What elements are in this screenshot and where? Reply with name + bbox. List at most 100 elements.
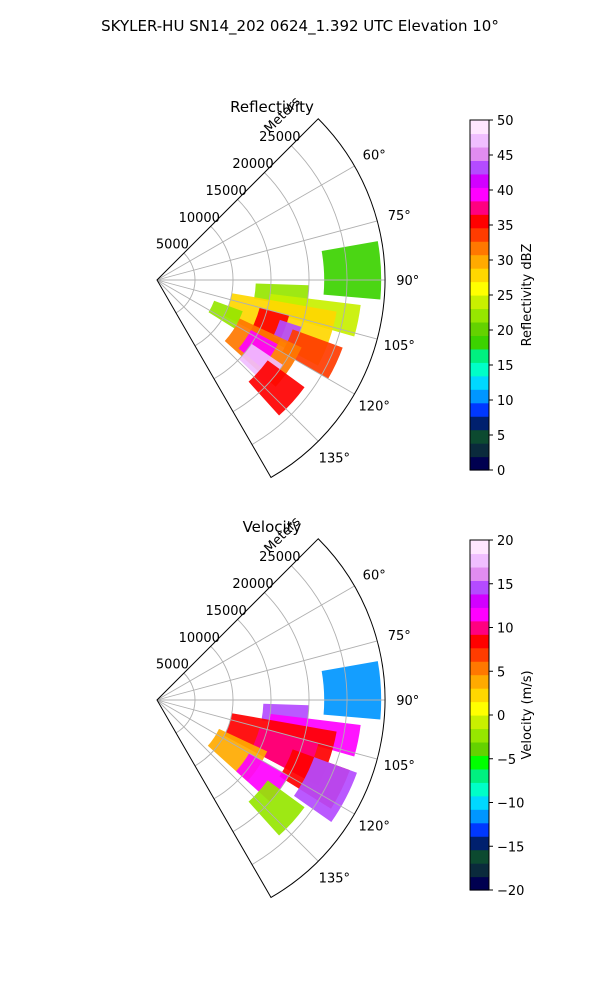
velocity-colorbar-tick-label: 15 [497,578,514,593]
velocity-colorbar-swatch [470,755,489,770]
velocity-colorbar-tick-label: 5 [497,665,505,680]
velocity-colorbar-tick-label: 20 [497,534,514,549]
velocity-colorbar-tick-label: 0 [497,709,505,724]
velocity-radial-tick-label: 5000 [156,658,189,673]
velocity-colorbar-swatch [470,728,489,743]
velocity-azimuth-tick-labels: 60° 75° 90° 105° 120° 135° [319,569,420,887]
reflectivity-colorbar-swatch [470,227,489,242]
reflectivity-azimuth-gridline-0 [156,165,355,281]
velocity-colorbar-swatch [470,863,489,878]
velocity-colorbar-tick-label: 10 [497,622,514,637]
reflectivity-colorbar-tick-label: 25 [497,289,514,304]
reflectivity-colorbar-swatch [470,456,489,471]
velocity-colorbar-swatch [470,701,489,716]
velocity-colorbar-swatch [470,553,489,568]
velocity-azimuth-tick-label: 105° [384,759,415,774]
reflectivity-colorbar-swatch [470,389,489,404]
velocity-colorbar-label: Velocity (m/s) [520,670,535,759]
velocity-azimuth-gridline-1 [156,640,378,701]
reflectivity-colorbar-swatch [470,281,489,296]
velocity-colorbar-swatch [470,661,489,676]
velocity-echoes [207,661,382,836]
reflectivity-azimuth-gridline-1 [156,220,378,281]
reflectivity-colorbar-swatch [470,429,489,444]
velocity-range-ring-0 [175,672,196,734]
reflectivity-colorbar-tick-label: 45 [497,149,514,164]
reflectivity-range-ring-1 [194,225,234,347]
velocity-azimuth-gridline-3 [156,699,378,760]
figure-title: SKYLER-HU SN14_202 0624_1.392 UTC Elevat… [101,17,499,36]
reflectivity-echoes [208,241,382,416]
velocity-colorbar-swatch [470,674,489,689]
velocity-range-ring-4 [251,565,348,865]
reflectivity-panel: Reflectivity 5000 10000 15000 20000 25000 60… [156,94,535,479]
reflectivity-colorbar-swatch [470,133,489,148]
reflectivity-colorbar-swatch [470,146,489,161]
reflectivity-colorbar-tick-label: 20 [497,324,514,339]
reflectivity-colorbar-swatch [470,173,489,188]
velocity-colorbar-swatch [470,634,489,649]
velocity-colorbar-swatch [470,593,489,608]
reflectivity-azimuth-tick-labels: 60° 75° 90° 105° 120° 135° [319,149,420,467]
reflectivity-grid [156,145,385,445]
velocity-echo-region-0 [321,661,382,720]
velocity-radial-tick-label: 10000 [179,631,220,646]
reflectivity-colorbar-tick-label: 0 [497,464,505,479]
velocity-colorbar-swatch [470,822,489,837]
reflectivity-colorbar-swatch [470,295,489,310]
reflectivity-azimuth-gridline-3 [156,279,378,340]
velocity-colorbar-swatch [470,540,489,555]
reflectivity-colorbar-swatch [470,308,489,323]
reflectivity-sector-frame [156,118,386,479]
reflectivity-colorbar-swatch [470,214,489,229]
reflectivity-echo-region-0 [321,241,382,300]
reflectivity-azimuth-tick-label: 75° [388,209,411,224]
velocity-colorbar-swatch [470,715,489,730]
velocity-colorbar-swatch [470,620,489,635]
velocity-colorbar-tick-label: −5 [497,753,516,768]
reflectivity-colorbar-swatch [470,187,489,202]
reflectivity-colorbar-swatch [470,160,489,175]
reflectivity-radial-tick-label: 15000 [205,184,246,199]
reflectivity-title: Reflectivity [230,98,314,116]
velocity-radial-tick-label: 25000 [259,550,300,565]
reflectivity-colorbar-tick-label: 35 [497,219,514,234]
reflectivity-colorbar-swatch [470,254,489,269]
reflectivity-colorbar-tick-label: 40 [497,184,514,199]
velocity-azimuth-gridline-0 [156,585,355,701]
reflectivity-range-ring-0 [175,252,196,314]
reflectivity-colorbar-swatch [470,348,489,363]
velocity-colorbar-tick-label: −15 [497,840,524,855]
velocity-azimuth-tick-label: 120° [359,819,390,834]
reflectivity-colorbar-swatch [470,402,489,417]
reflectivity-radial-tick-label: 20000 [232,157,273,172]
velocity-echo-region-8 [248,780,305,836]
reflectivity-colorbar-swatch [470,335,489,350]
reflectivity-azimuth-gridline-4 [156,279,355,395]
velocity-colorbar-swatch [470,836,489,851]
reflectivity-radial-tick-label: 25000 [259,130,300,145]
velocity-azimuth-gridline-4 [156,699,355,815]
velocity-colorbar-swatch [470,809,489,824]
velocity-colorbar-swatch [470,849,489,864]
velocity-azimuth-tick-label: 135° [319,871,350,886]
velocity-colorbar-swatch [470,566,489,581]
velocity-radial-tick-label: 20000 [232,577,273,592]
reflectivity-colorbar-swatch [470,120,489,135]
velocity-radial-tick-label: 15000 [205,604,246,619]
reflectivity-colorbar-swatch [470,443,489,458]
reflectivity-colorbar-label: Reflectivity dBZ [520,244,535,347]
velocity-azimuth-tick-label: 90° [396,694,419,709]
velocity-range-ring-2 [213,619,272,800]
reflectivity-colorbar: 0 5 10 15 20 25 30 35 40 45 50 [469,114,514,479]
reflectivity-azimuth-tick-label: 135° [319,451,350,466]
reflectivity-colorbar-swatch [470,200,489,215]
velocity-azimuth-tick-label: 60° [363,569,386,584]
velocity-azimuth-gridline-5 [156,699,319,862]
reflectivity-range-ring-4 [251,145,348,445]
reflectivity-radial-tick-label: 5000 [156,238,189,253]
reflectivity-azimuth-tick-label: 105° [384,339,415,354]
velocity-azimuth-tick-label: 75° [388,629,411,644]
reflectivity-echo-region-11 [208,300,243,329]
reflectivity-colorbar-tick-label: 5 [497,429,505,444]
